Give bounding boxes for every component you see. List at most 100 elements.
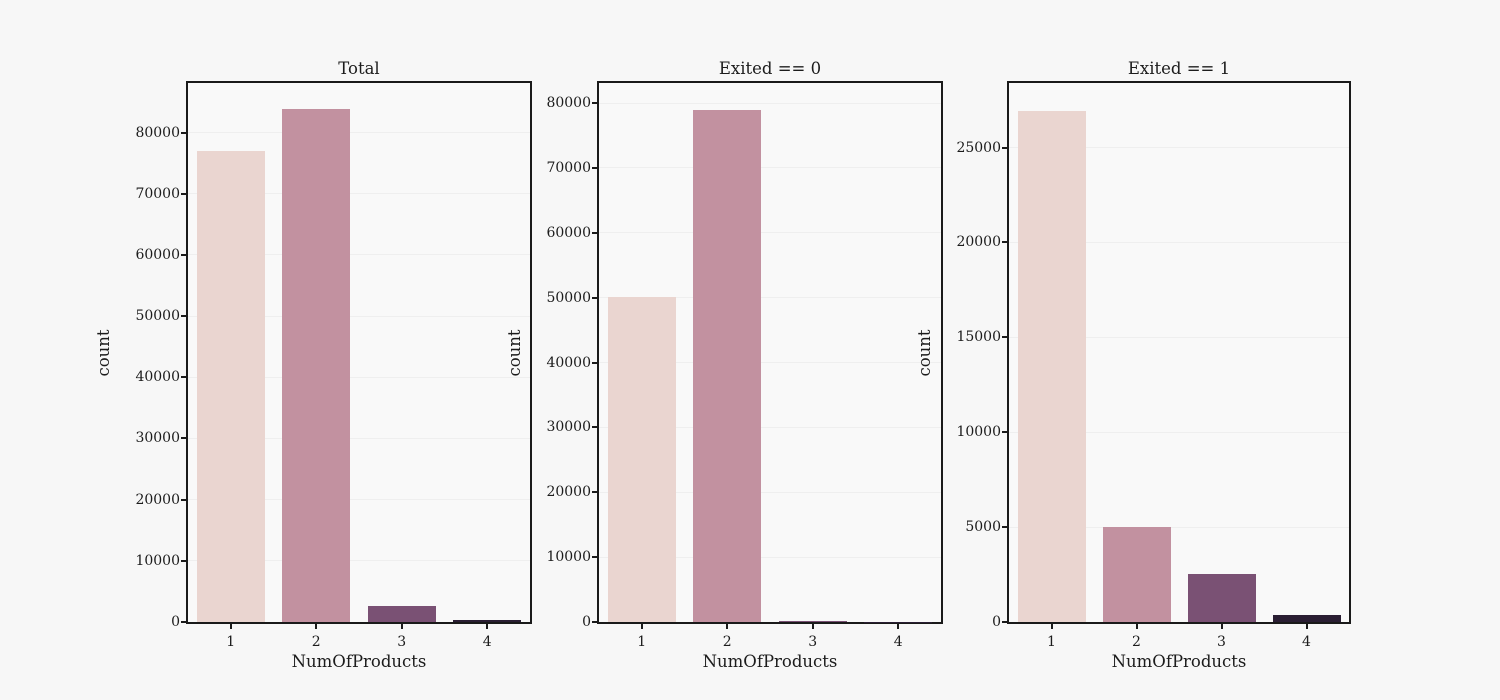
- x-axis-label: NumOfProducts: [1111, 652, 1247, 671]
- y-tick-label: 60000: [546, 224, 591, 241]
- gridline: [599, 491, 941, 493]
- y-tick-label: 80000: [135, 124, 180, 141]
- plot-area: [597, 81, 943, 624]
- y-tick-label: 60000: [135, 246, 180, 263]
- x-tick-label: 3: [1217, 634, 1226, 650]
- y-tick-mark: [1002, 431, 1007, 434]
- gridline: [1009, 147, 1349, 149]
- y-tick-mark: [181, 315, 186, 318]
- x-tick-label: 1: [637, 634, 647, 650]
- gridline: [599, 426, 941, 428]
- y-tick-label: 10000: [135, 552, 180, 569]
- y-tick-mark: [592, 231, 597, 234]
- y-tick-label: 0: [992, 614, 1001, 630]
- y-tick-label: 30000: [135, 430, 180, 447]
- bar: [778, 621, 847, 622]
- x-tick-mark: [1050, 624, 1053, 629]
- x-tick-label: 4: [1302, 634, 1311, 650]
- y-tick-label: 0: [171, 614, 180, 630]
- x-tick-label: 2: [1132, 634, 1141, 650]
- gridline: [599, 232, 941, 234]
- y-tick-mark: [592, 556, 597, 559]
- plot-area: [186, 81, 532, 624]
- gridline: [1009, 336, 1349, 338]
- y-axis-label: count: [505, 328, 524, 377]
- y-axis-label: count: [94, 328, 113, 377]
- bar: [1102, 527, 1171, 622]
- y-tick-mark: [592, 426, 597, 429]
- y-tick-label: 50000: [135, 308, 180, 325]
- gridline: [188, 499, 530, 501]
- y-tick-label: 20000: [546, 484, 591, 501]
- x-tick-label: 2: [311, 634, 321, 650]
- x-tick-mark: [229, 624, 232, 629]
- y-tick-label: 25000: [956, 139, 1001, 156]
- gridline: [1009, 431, 1349, 433]
- y-tick-mark: [1002, 621, 1007, 623]
- x-tick-mark: [811, 624, 814, 629]
- x-tick-label: 4: [893, 634, 903, 650]
- y-tick-mark: [181, 437, 186, 440]
- subplot-title: Exited == 0: [718, 59, 822, 78]
- y-tick-mark: [1002, 146, 1007, 149]
- bar: [367, 605, 436, 622]
- x-tick-mark: [640, 624, 643, 629]
- y-tick-mark: [592, 621, 597, 623]
- gridline: [1009, 241, 1349, 243]
- x-tick-mark: [726, 624, 729, 629]
- y-tick-mark: [181, 376, 186, 379]
- x-tick-mark: [1220, 624, 1223, 629]
- y-tick-label: 30000: [546, 419, 591, 436]
- x-tick-label: 1: [226, 634, 236, 650]
- y-tick-label: 20000: [956, 234, 1001, 251]
- gridline: [188, 254, 530, 256]
- y-tick-mark: [181, 621, 186, 623]
- gridline: [599, 167, 941, 169]
- bar: [607, 297, 676, 622]
- bar: [1017, 111, 1086, 622]
- x-tick-mark: [486, 624, 489, 629]
- y-tick-mark: [181, 192, 186, 195]
- subplot-title: Exited == 1: [1127, 59, 1231, 78]
- y-tick-mark: [1002, 336, 1007, 339]
- gridline: [188, 376, 530, 378]
- y-tick-label: 10000: [956, 424, 1001, 441]
- bar: [453, 619, 522, 622]
- y-tick-mark: [592, 166, 597, 169]
- gridline: [188, 315, 530, 317]
- y-tick-mark: [181, 498, 186, 501]
- x-axis-label: NumOfProducts: [291, 652, 427, 671]
- y-tick-label: 70000: [546, 159, 591, 176]
- y-tick-label: 80000: [546, 95, 591, 112]
- gridline: [1009, 526, 1349, 528]
- y-tick-mark: [592, 361, 597, 364]
- x-tick-label: 1: [1047, 634, 1056, 650]
- y-tick-mark: [592, 296, 597, 299]
- x-tick-mark: [897, 624, 900, 629]
- y-tick-mark: [1002, 526, 1007, 529]
- gridline: [188, 560, 530, 562]
- x-tick-label: 4: [482, 634, 492, 650]
- plot-area: [1007, 81, 1351, 624]
- x-tick-label: 3: [397, 634, 407, 650]
- y-tick-label: 20000: [135, 491, 180, 508]
- x-axis-label: NumOfProducts: [702, 652, 838, 671]
- x-tick-label: 2: [722, 634, 732, 650]
- y-tick-label: 15000: [956, 329, 1001, 346]
- x-tick-mark: [1305, 624, 1308, 629]
- bar: [1272, 614, 1341, 622]
- gridline: [188, 132, 530, 134]
- y-tick-mark: [181, 559, 186, 562]
- gridline: [599, 362, 941, 364]
- bar: [196, 150, 265, 622]
- gridline: [188, 437, 530, 439]
- y-tick-label: 50000: [546, 289, 591, 306]
- subplot-title: Total: [338, 59, 380, 78]
- gridline: [599, 297, 941, 299]
- y-tick-label: 40000: [135, 369, 180, 386]
- y-tick-mark: [592, 102, 597, 105]
- bar: [282, 109, 351, 622]
- y-tick-mark: [1002, 241, 1007, 244]
- y-tick-label: 0: [582, 614, 591, 630]
